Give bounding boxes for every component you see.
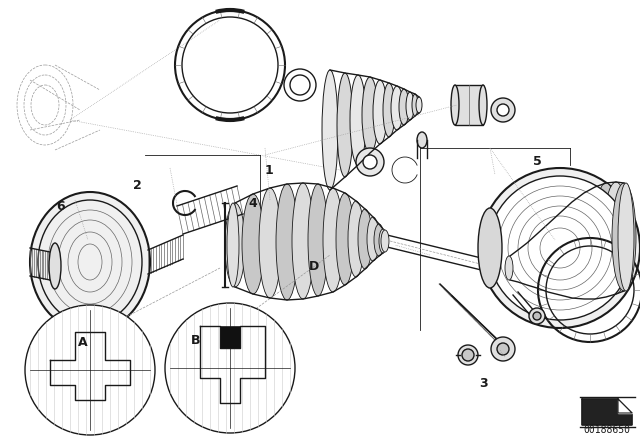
Text: 2: 2 (133, 179, 142, 193)
Ellipse shape (479, 85, 487, 125)
Ellipse shape (491, 337, 515, 361)
Bar (455, 85, 483, 125)
Ellipse shape (529, 308, 545, 324)
Ellipse shape (416, 97, 422, 113)
Ellipse shape (497, 104, 509, 116)
Ellipse shape (374, 224, 384, 256)
Ellipse shape (49, 243, 61, 289)
Text: 3: 3 (479, 376, 488, 390)
Ellipse shape (356, 148, 384, 176)
Ellipse shape (323, 188, 343, 292)
Text: 6: 6 (56, 199, 65, 213)
Ellipse shape (383, 83, 395, 137)
Ellipse shape (337, 73, 353, 177)
Ellipse shape (593, 183, 619, 297)
Ellipse shape (491, 98, 515, 122)
Text: A: A (78, 336, 88, 349)
Ellipse shape (511, 250, 525, 282)
Ellipse shape (373, 80, 387, 144)
Ellipse shape (528, 234, 546, 288)
Ellipse shape (451, 85, 459, 125)
Ellipse shape (618, 183, 634, 291)
Ellipse shape (227, 203, 239, 287)
Text: 4: 4 (248, 197, 257, 211)
Circle shape (25, 305, 155, 435)
Ellipse shape (358, 209, 372, 269)
Circle shape (165, 303, 295, 433)
Ellipse shape (538, 224, 558, 292)
Ellipse shape (458, 345, 478, 365)
Ellipse shape (399, 89, 409, 125)
Ellipse shape (242, 194, 264, 294)
Bar (220, 326, 240, 348)
Ellipse shape (571, 193, 597, 299)
Text: D: D (308, 260, 319, 273)
Text: 00188650: 00188650 (584, 425, 630, 435)
Ellipse shape (336, 193, 354, 285)
Ellipse shape (612, 183, 636, 291)
Polygon shape (582, 399, 632, 425)
Ellipse shape (549, 213, 571, 295)
Ellipse shape (417, 132, 427, 148)
Ellipse shape (480, 168, 640, 328)
Ellipse shape (505, 256, 513, 280)
Ellipse shape (406, 92, 414, 120)
Ellipse shape (582, 187, 608, 299)
Text: B: B (191, 334, 200, 347)
Ellipse shape (30, 192, 150, 332)
Ellipse shape (308, 184, 328, 296)
Ellipse shape (367, 217, 379, 261)
Ellipse shape (225, 203, 245, 287)
Ellipse shape (497, 343, 509, 355)
Ellipse shape (504, 256, 516, 280)
Text: 5: 5 (533, 155, 542, 168)
Ellipse shape (322, 70, 338, 190)
Ellipse shape (391, 86, 403, 130)
Ellipse shape (362, 77, 378, 153)
Ellipse shape (363, 155, 377, 169)
Ellipse shape (350, 75, 366, 165)
Ellipse shape (259, 188, 281, 298)
Ellipse shape (412, 94, 418, 116)
Ellipse shape (560, 202, 584, 298)
Polygon shape (618, 399, 632, 413)
Text: 1: 1 (264, 164, 273, 177)
Ellipse shape (488, 176, 632, 320)
Ellipse shape (381, 230, 389, 252)
Ellipse shape (519, 243, 535, 285)
Ellipse shape (462, 349, 474, 361)
Ellipse shape (348, 201, 364, 277)
Ellipse shape (478, 208, 502, 288)
Ellipse shape (379, 229, 387, 253)
Ellipse shape (276, 184, 298, 300)
Ellipse shape (533, 312, 541, 320)
Ellipse shape (603, 182, 629, 294)
Ellipse shape (292, 183, 314, 299)
